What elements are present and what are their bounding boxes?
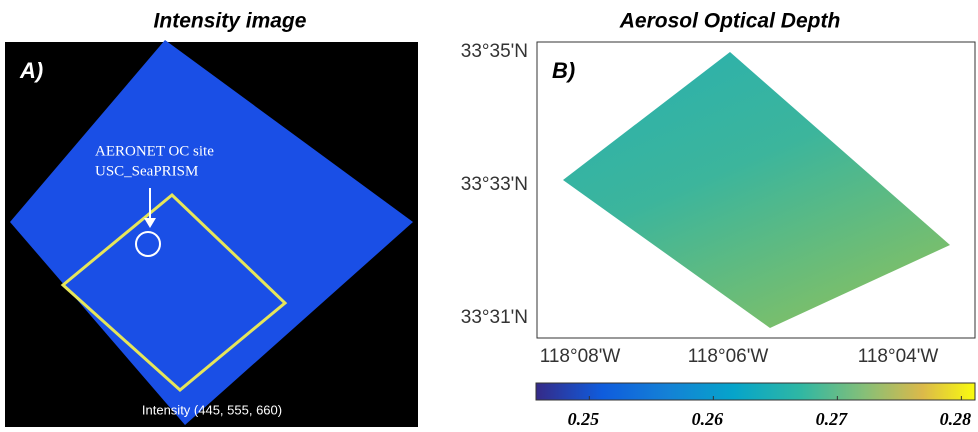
colorbar-tick-label: 0.28: [940, 409, 972, 429]
y-tick-label: 33°33'N: [461, 174, 528, 195]
colorbar-tick-label: 0.27: [816, 409, 849, 429]
annotation: AERONET OC site: [95, 143, 214, 159]
panel-title: Intensity image: [154, 10, 307, 33]
panel-label: A): [19, 58, 43, 83]
panel-title: Aerosol Optical Depth: [619, 10, 841, 33]
caption: Intensity (445, 555, 660): [142, 402, 282, 417]
colorbar-tick-label: 0.25: [568, 409, 600, 429]
x-tick-label: 118°08'W: [540, 346, 621, 367]
x-tick-label: 118°04'W: [858, 346, 939, 367]
figure: Intensity image A) AERONET OC site USC_S…: [0, 0, 978, 432]
colorbar-tick-label: 0.26: [692, 409, 724, 429]
colorbar: [536, 383, 975, 400]
panel-label: B): [552, 58, 575, 83]
annotation: USC_SeaPRISM: [95, 163, 198, 179]
y-tick-label: 33°35'N: [461, 41, 528, 62]
y-tick-label: 33°31'N: [461, 307, 528, 328]
x-tick-label: 118°06'W: [688, 346, 769, 367]
